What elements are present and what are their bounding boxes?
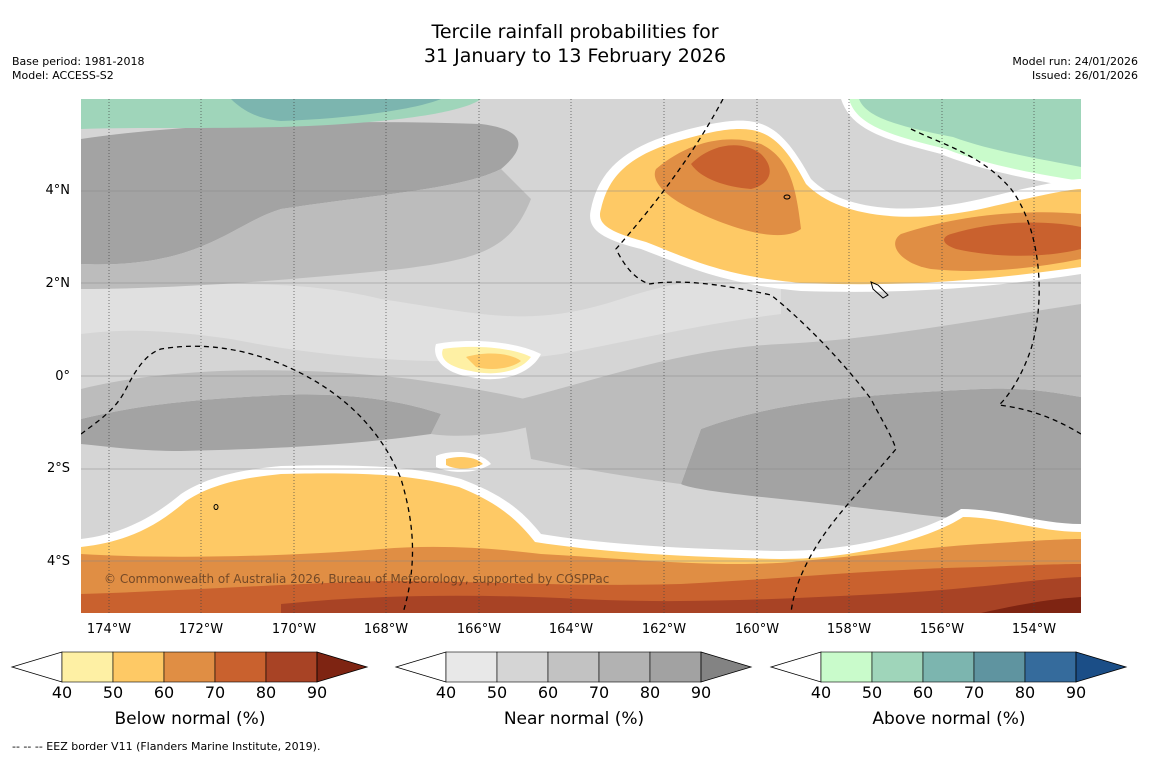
colorbar-near-swatch-3 — [598, 651, 651, 683]
colorbar-title-above: Above normal (%) — [872, 709, 1026, 729]
below-tick-90: 90 — [306, 683, 328, 702]
near-normal-mid-north — [81, 169, 531, 289]
colorbar-near-lower-arrow — [394, 651, 447, 683]
near-normal-dark-east — [681, 388, 1081, 529]
eez-border-lines — [81, 99, 1081, 613]
above-tick-60: 60 — [912, 683, 934, 702]
colorbar-above-swatch-4 — [1024, 651, 1077, 683]
colorbar-title-near: Near normal (%) — [503, 709, 645, 729]
lon-label-172w: 172°W — [178, 622, 224, 637]
model-run: Model run: 24/01/2026 — [1012, 55, 1138, 68]
base-period: Base period: 1981-2018 — [12, 55, 145, 68]
colorbar-below-normal — [10, 651, 369, 683]
eez-footnote: -- -- -- EEZ border V11 (Flanders Marine… — [12, 740, 321, 753]
colorbar-below-swatch-2 — [163, 651, 216, 683]
colorbar-below-swatch-1 — [112, 651, 165, 683]
colorbar-above-swatch-2 — [922, 651, 975, 683]
colorbar-title-below: Below normal (%) — [114, 709, 266, 729]
latitude-gridlines — [81, 190, 1081, 562]
above-tick-90: 90 — [1065, 683, 1087, 702]
below-tick-80: 80 — [255, 683, 277, 702]
near-tick-70: 70 — [588, 683, 610, 702]
above-tick-70: 70 — [963, 683, 985, 702]
near-normal-dark-south-west — [81, 394, 441, 451]
near-normal-mid-south-west — [81, 370, 561, 436]
near-tick-50: 50 — [486, 683, 508, 702]
near-normal-dark-north — [81, 122, 519, 265]
title-line-1: Tercile rainfall probabilities for — [431, 21, 719, 43]
lon-label-174w: 174°W — [86, 622, 132, 637]
colorbar-below-swatch-0 — [61, 651, 114, 683]
colorbar-below-upper-arrow — [316, 651, 369, 683]
lon-label-170w: 170°W — [271, 622, 317, 637]
colorbar-above-swatch-1 — [871, 651, 924, 683]
lon-label-164w: 164°W — [548, 622, 594, 637]
lat-label-4s: 4°S — [46, 554, 70, 569]
colorbar-above-normal — [769, 651, 1128, 683]
near-tick-40: 40 — [435, 683, 457, 702]
meta-left: Base period: 1981-2018 Model: ACCESS-S2 — [12, 55, 144, 83]
colorbar-above-swatch-3 — [973, 651, 1026, 683]
lon-label-156w: 156°W — [919, 622, 965, 637]
colorbar-near-normal — [394, 651, 753, 683]
lon-label-158w: 158°W — [826, 622, 872, 637]
below-normal-north-70-east — [944, 222, 1081, 256]
near-normal-mid-east — [521, 304, 1081, 484]
colorbar-above-lower-arrow — [769, 651, 822, 683]
colorbar-above-swatch-0 — [820, 651, 873, 683]
below-normal-south-80 — [281, 577, 1081, 613]
lon-label-162w: 162°W — [641, 622, 687, 637]
model-name: Model: ACCESS-S2 — [12, 69, 114, 82]
below-normal-north-70 — [691, 145, 770, 189]
below-normal-equatorial-50 — [466, 353, 521, 369]
colorbar-above-upper-arrow — [1075, 651, 1128, 683]
below-tick-50: 50 — [102, 683, 124, 702]
above-tick-80: 80 — [1014, 683, 1036, 702]
colorbar-below-swatch-4 — [265, 651, 318, 683]
colorbar-below-swatch-3 — [214, 651, 267, 683]
probability-map — [81, 99, 1081, 613]
below-tick-70: 70 — [204, 683, 226, 702]
meta-right: Model run: 24/01/2026 Issued: 26/01/2026 — [1012, 55, 1138, 83]
above-normal-northeast-50 — [859, 99, 1081, 167]
near-tick-60: 60 — [537, 683, 559, 702]
lon-label-160w: 160°W — [734, 622, 780, 637]
colorbar-near-swatch-2 — [547, 651, 600, 683]
lat-label-4n: 4°N — [45, 183, 71, 198]
lat-label-2s: 2°S — [46, 461, 70, 476]
near-normal-light-band — [81, 280, 781, 362]
lat-label-2n: 2°N — [45, 276, 71, 291]
below-normal-south-90 — [981, 597, 1081, 613]
above-tick-40: 40 — [810, 683, 832, 702]
copyright-notice: © Commonwealth of Australia 2026, Bureau… — [104, 572, 610, 586]
title-line-2: 31 January to 13 February 2026 — [423, 45, 727, 67]
below-tick-40: 40 — [51, 683, 73, 702]
lon-label-154w: 154°W — [1011, 622, 1057, 637]
colorbar-near-swatch-4 — [649, 651, 702, 683]
colorbar-near-swatch-1 — [496, 651, 549, 683]
lon-label-168w: 168°W — [363, 622, 409, 637]
below-normal-small-50 — [446, 456, 483, 469]
near-tick-90: 90 — [690, 683, 712, 702]
below-tick-60: 60 — [153, 683, 175, 702]
island-outlines — [213, 194, 889, 510]
map-title: Tercile rainfall probabilities for 31 Ja… — [0, 20, 1150, 68]
above-normal-northwest-70 — [231, 99, 441, 121]
near-tick-80: 80 — [639, 683, 661, 702]
colorbar-near-swatch-0 — [445, 651, 498, 683]
lon-label-166w: 166°W — [456, 622, 502, 637]
lat-label-0: 0° — [55, 369, 70, 384]
above-tick-50: 50 — [861, 683, 883, 702]
colorbar-near-upper-arrow — [700, 651, 753, 683]
colorbar-below-lower-arrow — [10, 651, 63, 683]
issued-date: Issued: 26/01/2026 — [1031, 69, 1138, 82]
